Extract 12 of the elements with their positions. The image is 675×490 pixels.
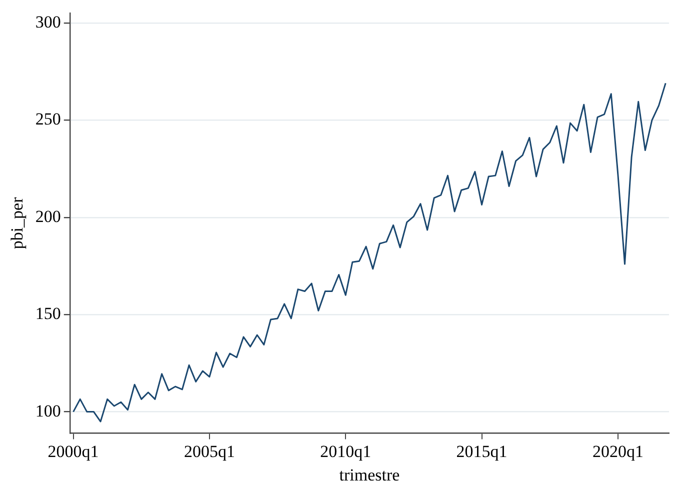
- y-tick-label: 100: [35, 401, 61, 420]
- y-axis-title: pbi_per: [8, 196, 27, 250]
- x-tick-label: 2010q1: [320, 442, 372, 461]
- y-tick-label: 300: [35, 12, 61, 32]
- y-tick-label: 250: [35, 110, 61, 129]
- x-axis-title: trimestre: [339, 465, 400, 484]
- x-tick-label: 2005q1: [184, 442, 235, 461]
- x-tick-label: 2020q1: [592, 442, 644, 461]
- y-tick-label: 150: [35, 304, 61, 324]
- y-tick-label: 200: [35, 206, 61, 226]
- x-tick-label: 2000q1: [48, 442, 99, 461]
- x-tick-label: 2015q1: [456, 442, 508, 461]
